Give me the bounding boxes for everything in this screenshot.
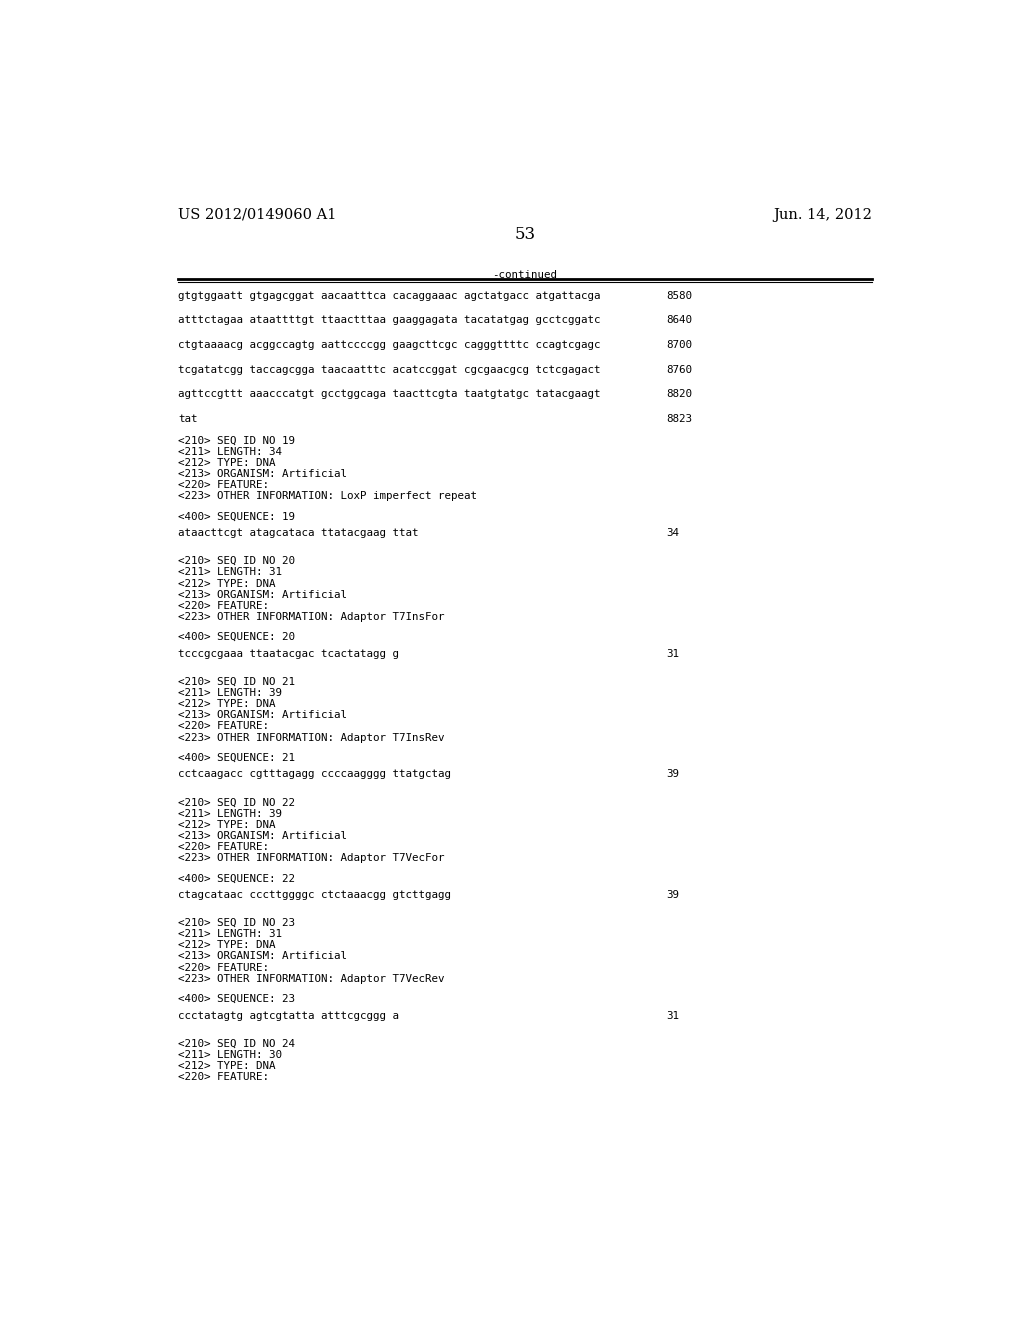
- Text: <213> ORGANISM: Artificial: <213> ORGANISM: Artificial: [178, 952, 347, 961]
- Text: tcgatatcgg taccagcgga taacaatttc acatccggat cgcgaacgcg tctcgagact: tcgatatcgg taccagcgga taacaatttc acatccg…: [178, 364, 601, 375]
- Text: <210> SEQ ID NO 22: <210> SEQ ID NO 22: [178, 797, 295, 808]
- Text: <212> TYPE: DNA: <212> TYPE: DNA: [178, 700, 275, 709]
- Text: 8820: 8820: [667, 389, 692, 399]
- Text: <212> TYPE: DNA: <212> TYPE: DNA: [178, 820, 275, 830]
- Text: <220> FEATURE:: <220> FEATURE:: [178, 722, 269, 731]
- Text: 31: 31: [667, 649, 680, 659]
- Text: <210> SEQ ID NO 21: <210> SEQ ID NO 21: [178, 677, 295, 686]
- Text: <210> SEQ ID NO 24: <210> SEQ ID NO 24: [178, 1039, 295, 1048]
- Text: <213> ORGANISM: Artificial: <213> ORGANISM: Artificial: [178, 590, 347, 599]
- Text: 39: 39: [667, 890, 680, 900]
- Text: <212> TYPE: DNA: <212> TYPE: DNA: [178, 940, 275, 950]
- Text: <211> LENGTH: 39: <211> LENGTH: 39: [178, 688, 283, 698]
- Text: <212> TYPE: DNA: <212> TYPE: DNA: [178, 578, 275, 589]
- Text: <211> LENGTH: 31: <211> LENGTH: 31: [178, 568, 283, 577]
- Text: <211> LENGTH: 34: <211> LENGTH: 34: [178, 446, 283, 457]
- Text: <400> SEQUENCE: 21: <400> SEQUENCE: 21: [178, 752, 295, 763]
- Text: Jun. 14, 2012: Jun. 14, 2012: [773, 207, 872, 222]
- Text: agttccgttt aaacccatgt gcctggcaga taacttcgta taatgtatgc tatacgaagt: agttccgttt aaacccatgt gcctggcaga taacttc…: [178, 389, 601, 399]
- Text: 8823: 8823: [667, 413, 692, 424]
- Text: <211> LENGTH: 30: <211> LENGTH: 30: [178, 1049, 283, 1060]
- Text: <223> OTHER INFORMATION: Adaptor T7VecRev: <223> OTHER INFORMATION: Adaptor T7VecRe…: [178, 974, 444, 983]
- Text: <212> TYPE: DNA: <212> TYPE: DNA: [178, 1061, 275, 1071]
- Text: 8640: 8640: [667, 315, 692, 326]
- Text: <220> FEATURE:: <220> FEATURE:: [178, 480, 269, 490]
- Text: <210> SEQ ID NO 23: <210> SEQ ID NO 23: [178, 917, 295, 928]
- Text: <213> ORGANISM: Artificial: <213> ORGANISM: Artificial: [178, 830, 347, 841]
- Text: <220> FEATURE:: <220> FEATURE:: [178, 1072, 269, 1082]
- Text: 34: 34: [667, 528, 680, 539]
- Text: <211> LENGTH: 39: <211> LENGTH: 39: [178, 809, 283, 818]
- Text: <400> SEQUENCE: 20: <400> SEQUENCE: 20: [178, 632, 295, 642]
- Text: 8580: 8580: [667, 290, 692, 301]
- Text: ctgtaaaacg acggccagtg aattccccgg gaagcttcgc cagggttttc ccagtcgagc: ctgtaaaacg acggccagtg aattccccgg gaagctt…: [178, 341, 601, 350]
- Text: 8760: 8760: [667, 364, 692, 375]
- Text: 8700: 8700: [667, 341, 692, 350]
- Text: ctagcataac cccttggggc ctctaaacgg gtcttgagg: ctagcataac cccttggggc ctctaaacgg gtcttga…: [178, 890, 452, 900]
- Text: <210> SEQ ID NO 20: <210> SEQ ID NO 20: [178, 556, 295, 566]
- Text: <400> SEQUENCE: 22: <400> SEQUENCE: 22: [178, 874, 295, 883]
- Text: tcccgcgaaa ttaatacgac tcactatagg g: tcccgcgaaa ttaatacgac tcactatagg g: [178, 649, 399, 659]
- Text: <213> ORGANISM: Artificial: <213> ORGANISM: Artificial: [178, 469, 347, 479]
- Text: 31: 31: [667, 1011, 680, 1020]
- Text: 39: 39: [667, 770, 680, 779]
- Text: <213> ORGANISM: Artificial: <213> ORGANISM: Artificial: [178, 710, 347, 721]
- Text: <400> SEQUENCE: 19: <400> SEQUENCE: 19: [178, 512, 295, 521]
- Text: <220> FEATURE:: <220> FEATURE:: [178, 601, 269, 611]
- Text: atttctagaa ataattttgt ttaactttaa gaaggagata tacatatgag gcctcggatc: atttctagaa ataattttgt ttaactttaa gaaggag…: [178, 315, 601, 326]
- Text: <223> OTHER INFORMATION: Adaptor T7InsRev: <223> OTHER INFORMATION: Adaptor T7InsRe…: [178, 733, 444, 743]
- Text: <212> TYPE: DNA: <212> TYPE: DNA: [178, 458, 275, 467]
- Text: ccctatagtg agtcgtatta atttcgcggg a: ccctatagtg agtcgtatta atttcgcggg a: [178, 1011, 399, 1020]
- Text: <220> FEATURE:: <220> FEATURE:: [178, 842, 269, 851]
- Text: tat: tat: [178, 413, 198, 424]
- Text: ataacttcgt atagcataca ttatacgaag ttat: ataacttcgt atagcataca ttatacgaag ttat: [178, 528, 419, 539]
- Text: <210> SEQ ID NO 19: <210> SEQ ID NO 19: [178, 436, 295, 446]
- Text: <223> OTHER INFORMATION: Adaptor T7InsFor: <223> OTHER INFORMATION: Adaptor T7InsFo…: [178, 612, 444, 622]
- Text: <211> LENGTH: 31: <211> LENGTH: 31: [178, 929, 283, 939]
- Text: <223> OTHER INFORMATION: Adaptor T7VecFor: <223> OTHER INFORMATION: Adaptor T7VecFo…: [178, 853, 444, 863]
- Text: -continued: -continued: [493, 271, 557, 280]
- Text: 53: 53: [514, 226, 536, 243]
- Text: <223> OTHER INFORMATION: LoxP imperfect repeat: <223> OTHER INFORMATION: LoxP imperfect …: [178, 491, 477, 502]
- Text: <220> FEATURE:: <220> FEATURE:: [178, 962, 269, 973]
- Text: <400> SEQUENCE: 23: <400> SEQUENCE: 23: [178, 994, 295, 1003]
- Text: cctcaagacc cgtttagagg ccccaagggg ttatgctag: cctcaagacc cgtttagagg ccccaagggg ttatgct…: [178, 770, 452, 779]
- Text: US 2012/0149060 A1: US 2012/0149060 A1: [178, 207, 337, 222]
- Text: gtgtggaatt gtgagcggat aacaatttca cacaggaaac agctatgacc atgattacga: gtgtggaatt gtgagcggat aacaatttca cacagga…: [178, 290, 601, 301]
